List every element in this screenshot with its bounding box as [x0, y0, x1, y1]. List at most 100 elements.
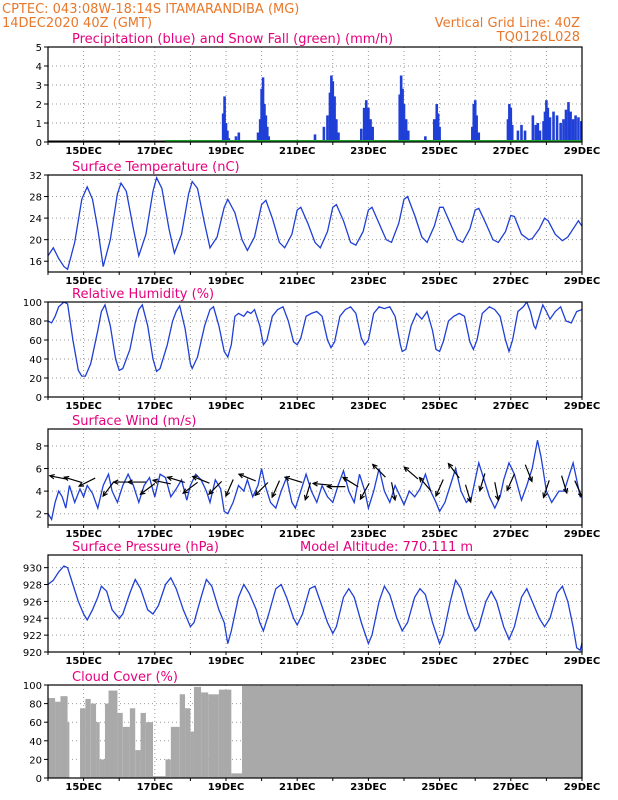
precip-bar [322, 126, 326, 142]
precip-bar [555, 115, 559, 142]
wind-arrow [313, 482, 332, 486]
panel-humidity: 0 20 40 60 80 100 15DEC 17DEC 19DEC 21DEC 23DEC 25D… [23, 287, 600, 412]
precip-bar [552, 111, 555, 142]
cloud-bar [108, 690, 118, 778]
x-tick-label: 15DEC [65, 276, 101, 287]
precip-bar [335, 119, 338, 142]
x-tick-label: 29DEC [564, 656, 600, 667]
panel-frame [47, 554, 583, 653]
cloud-bar [48, 698, 56, 778]
precip-bar [510, 124, 514, 142]
wind-arrow-head [166, 475, 173, 482]
humidity-line [48, 302, 582, 377]
precip-bar [523, 130, 527, 142]
cloud-bar [201, 692, 209, 778]
x-tick-label: 27DEC [493, 401, 529, 412]
precip-bar [337, 132, 340, 142]
x-tick-label: 17DEC [137, 656, 173, 667]
precip-bar [234, 136, 238, 142]
panel-frame [47, 46, 583, 143]
y-tick-label: 5 [36, 43, 42, 54]
x-tick-label: 21DEC [279, 401, 315, 412]
x-tick-label: 19DEC [208, 146, 244, 157]
x-tick-label: 23DEC [350, 276, 386, 287]
wind-arrow-head [303, 494, 310, 502]
y-tick-label: 20 [29, 374, 42, 385]
x-tick-label: 17DEC [137, 782, 173, 793]
precip-bar [471, 126, 474, 142]
y-tick-label: 60 [29, 718, 42, 729]
wind-arrow [542, 480, 550, 498]
panel-title-wind: Surface Wind (m/s) [72, 414, 196, 429]
precip-bar [520, 124, 523, 142]
cloud-bar [122, 726, 130, 778]
y-tick-label: 100 [23, 298, 42, 309]
x-tick-label: 15DEC [65, 782, 101, 793]
cloud-bar [90, 703, 97, 778]
x-tick-label: 19DEC [208, 782, 244, 793]
precip-bar [564, 109, 568, 142]
wind-arrow [447, 463, 460, 479]
x-tick-label: 23DEC [350, 529, 386, 540]
wind-arrow [208, 480, 223, 495]
wind-arrow-head [139, 489, 146, 496]
cloud-bar [85, 698, 91, 778]
x-tick-label: 29DEC [564, 529, 600, 540]
precip-bar [432, 119, 436, 142]
precip-bar [516, 130, 520, 142]
precip-bar [362, 107, 366, 142]
wind-arrow [342, 476, 359, 488]
header-location: CPTEC: 043:08W-18:14S ITAMARANDIBA (MG) [2, 2, 299, 17]
precip-bar [406, 130, 410, 142]
wind-arrow [390, 482, 396, 501]
precip-bar [577, 117, 580, 142]
y-tick-label: 28 [29, 193, 42, 204]
cloud-bar [185, 708, 191, 778]
header-run-date: 14DEC2020 40Z (GMT) [2, 16, 152, 31]
precip-bar [548, 117, 552, 142]
wind-arrow [167, 476, 185, 483]
precip-bar [543, 111, 547, 142]
precip-bar [404, 119, 408, 142]
precip-bar [267, 136, 271, 142]
x-tick-label: 25DEC [421, 401, 457, 412]
precip-bar [438, 126, 441, 142]
cloud-bar [99, 759, 105, 778]
y-tick-label: 0 [36, 393, 42, 404]
precip-bar [477, 132, 481, 142]
x-tick-label: 17DEC [137, 276, 173, 287]
y-tick-label: 928 [23, 581, 42, 592]
precip-bar [508, 104, 511, 142]
y-tick-label: 100 [23, 681, 42, 692]
x-tick-label: 25DEC [421, 276, 457, 287]
precip-bar [359, 128, 363, 142]
wind-arrow-head [466, 496, 473, 504]
wind-arrow [506, 473, 516, 491]
precip-bar [569, 111, 572, 142]
y-tick-label: 6 [36, 465, 42, 476]
x-tick-label: 19DEC [208, 276, 244, 287]
panel-title-pressure: Surface Pressure (hPa) [72, 540, 219, 555]
wind-arrow [238, 473, 256, 482]
precip-bar [326, 115, 329, 142]
precip-bar [436, 113, 440, 142]
precip-bar [223, 96, 226, 142]
y-tick-label: 60 [29, 336, 42, 347]
wind-arrow-head [325, 483, 333, 490]
x-tick-label: 17DEC [137, 401, 173, 412]
wind-arrow [524, 464, 533, 482]
y-tick-label: 0 [36, 138, 42, 149]
y-tick-label: 2 [36, 510, 42, 521]
plot-cloud [48, 685, 582, 778]
precip-bar [567, 102, 570, 142]
x-tick-label: 15DEC [65, 656, 101, 667]
panel-title-temperature: Surface Temperature (nC) [72, 160, 240, 175]
x-tick-label: 19DEC [208, 529, 244, 540]
y-tick-label: 8 [36, 442, 42, 453]
cloud-bar [170, 726, 180, 778]
x-tick-label: 23DEC [350, 401, 386, 412]
x-tick-label: 29DEC [564, 782, 600, 793]
y-tick-label: 924 [23, 614, 42, 625]
wind-arrow [479, 473, 486, 491]
wind-arrow [359, 482, 370, 500]
